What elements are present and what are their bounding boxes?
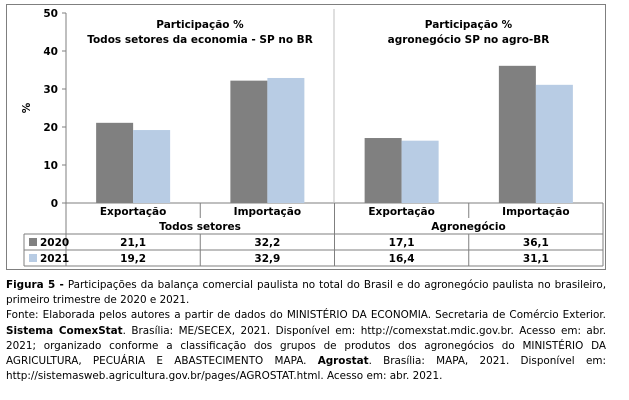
panel-title-line2: Todos setores da economia - SP no BR: [87, 34, 313, 46]
figure-label: Figura 5 -: [6, 279, 64, 291]
bar-2020: [498, 65, 536, 203]
data-label-2020: 32,2: [254, 237, 280, 249]
y-tick-label: 0: [51, 198, 58, 210]
x-group-label: Todos setores: [159, 221, 241, 233]
x-category-label: Importação: [502, 206, 569, 218]
legend-swatch-2021: [29, 254, 37, 262]
x-category-label: Importação: [234, 206, 301, 218]
data-label-2021: 19,2: [120, 253, 146, 265]
source-text-2: . Brasília: ME/SECEX, 2021. Disponível e…: [6, 324, 606, 368]
bar-2020: [230, 80, 268, 203]
panel-title-line1: Participação %: [425, 19, 513, 31]
legend-swatch-2020: [29, 238, 37, 246]
y-tick-label: 30: [43, 84, 58, 96]
bar-2021: [401, 140, 439, 203]
source-text-3: . Brasília: MAPA, 2021. Disponível em: h…: [6, 355, 606, 383]
bar-2020: [96, 122, 134, 203]
bar-2020: [364, 138, 402, 203]
figure-caption: Figura 5 - Participações da balança come…: [6, 278, 606, 384]
data-label-2020: 17,1: [389, 237, 415, 249]
data-label-2021: 31,1: [523, 253, 549, 265]
y-tick-label: 50: [43, 8, 58, 20]
bar-2021: [535, 84, 573, 203]
panel-title-line2: agronegócio SP no agro-BR: [388, 34, 550, 46]
y-tick-label: 40: [43, 46, 58, 58]
source-bold-1: Sistema ComexStat: [6, 324, 123, 337]
bar-2021: [133, 130, 171, 203]
x-category-label: Exportação: [100, 206, 166, 218]
y-tick-label: 20: [43, 122, 58, 134]
source-text-1: Fonte: Elaborada pelos autores a partir …: [6, 309, 606, 322]
figure-text: Participações da balança comercial pauli…: [6, 279, 606, 307]
data-label-2021: 32,9: [254, 253, 280, 265]
data-label-2020: 36,1: [523, 237, 549, 249]
legend-label-2020: 2020: [40, 237, 69, 249]
bar-2021: [267, 77, 305, 203]
bar-chart: 0 10 20 30 40 50% Participação % Todos setores …: [21, 8, 604, 267]
data-label-2021: 16,4: [389, 253, 415, 265]
chart-frame: [6, 4, 606, 270]
legend-label-2021: 2021: [40, 253, 69, 265]
panel-title-line1: Participação %: [156, 19, 244, 31]
x-group-label: Agronegócio: [431, 221, 505, 233]
source-bold-2: Agrostat: [317, 355, 369, 368]
data-label-2020: 21,1: [120, 237, 146, 249]
x-category-label: Exportação: [368, 206, 434, 218]
y-tick-label: 10: [43, 160, 58, 172]
y-axis-label: %: [21, 102, 33, 113]
